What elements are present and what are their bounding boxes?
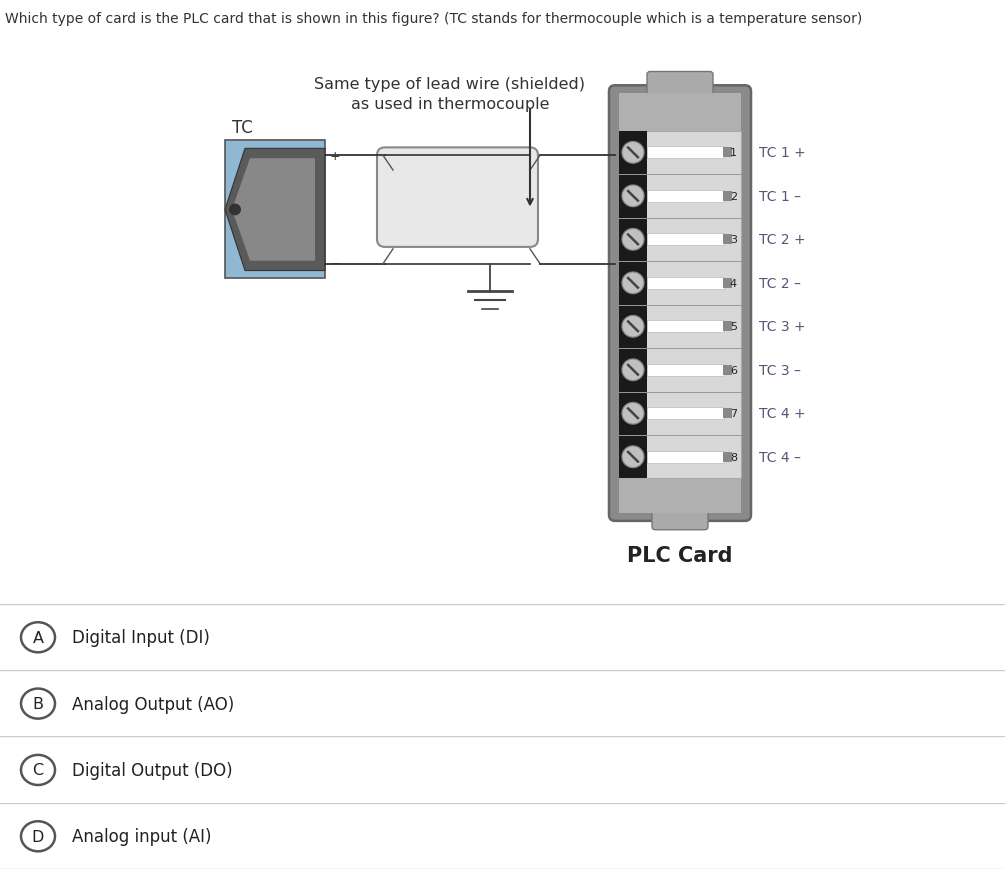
Text: Which type of card is the PLC card that is shown in this figure? (TC stands for : Which type of card is the PLC card that … (5, 12, 862, 26)
Text: Analog input (AI): Analog input (AI) (72, 827, 211, 846)
Text: TC 1 +: TC 1 + (759, 146, 806, 160)
Text: TC 4 +: TC 4 + (759, 407, 806, 421)
Bar (619, 94, 741, 131)
Bar (647, 190, 724, 202)
Text: Digital Output (DO): Digital Output (DO) (72, 761, 232, 779)
Text: 6: 6 (730, 365, 737, 375)
Text: D: D (32, 829, 44, 844)
Circle shape (622, 403, 644, 425)
Bar (619, 131, 741, 479)
Bar (647, 234, 724, 246)
Bar (723, 149, 732, 158)
Text: 1: 1 (730, 149, 737, 158)
Text: A: A (32, 630, 43, 645)
Text: 8: 8 (730, 452, 737, 462)
Circle shape (21, 755, 55, 785)
Text: 3: 3 (730, 235, 737, 245)
Text: TC 3 –: TC 3 – (759, 363, 801, 377)
Text: TC 3 +: TC 3 + (759, 320, 806, 334)
Text: Analog Output (AO): Analog Output (AO) (72, 695, 234, 713)
FancyBboxPatch shape (377, 149, 538, 248)
Bar (723, 235, 732, 245)
Text: PLC Card: PLC Card (627, 545, 733, 565)
Circle shape (21, 622, 55, 653)
Bar (723, 279, 732, 289)
Text: 5: 5 (730, 322, 737, 332)
Circle shape (229, 204, 241, 216)
Circle shape (622, 447, 644, 468)
Text: TC 4 –: TC 4 – (759, 450, 801, 464)
Bar (647, 408, 724, 420)
Text: Digital Input (DI): Digital Input (DI) (72, 628, 210, 647)
Bar (647, 147, 724, 159)
Polygon shape (225, 149, 325, 271)
Circle shape (622, 186, 644, 208)
Text: +: + (330, 149, 341, 163)
Bar (619, 479, 741, 514)
Bar (723, 366, 732, 375)
Text: TC 2 –: TC 2 – (759, 276, 801, 290)
Circle shape (622, 229, 644, 251)
Text: C: C (32, 763, 43, 778)
Bar (647, 321, 724, 333)
Bar (723, 192, 732, 202)
Text: 4: 4 (730, 278, 737, 289)
Polygon shape (232, 159, 315, 262)
Text: B: B (32, 696, 43, 712)
Circle shape (21, 689, 55, 719)
Bar (619, 131, 647, 479)
Bar (225, 142, 325, 279)
Text: −: − (330, 258, 341, 271)
Text: 7: 7 (730, 408, 737, 419)
Text: TC 1 –: TC 1 – (759, 189, 801, 203)
Circle shape (21, 821, 55, 852)
Text: TC 2 +: TC 2 + (759, 233, 806, 247)
FancyBboxPatch shape (652, 507, 708, 530)
Circle shape (622, 316, 644, 338)
Text: Same type of lead wire (shielded): Same type of lead wire (shielded) (315, 77, 586, 92)
Text: 2: 2 (730, 192, 737, 202)
Text: as used in thermocouple: as used in thermocouple (351, 97, 550, 112)
Bar (723, 322, 732, 332)
Circle shape (622, 143, 644, 164)
FancyBboxPatch shape (647, 72, 713, 100)
Text: TC: TC (232, 118, 252, 136)
Bar (647, 277, 724, 289)
FancyBboxPatch shape (609, 86, 751, 521)
Circle shape (622, 360, 644, 381)
Bar (723, 452, 732, 462)
Circle shape (622, 273, 644, 295)
Bar (647, 451, 724, 463)
Bar (647, 364, 724, 376)
Bar (723, 409, 732, 419)
